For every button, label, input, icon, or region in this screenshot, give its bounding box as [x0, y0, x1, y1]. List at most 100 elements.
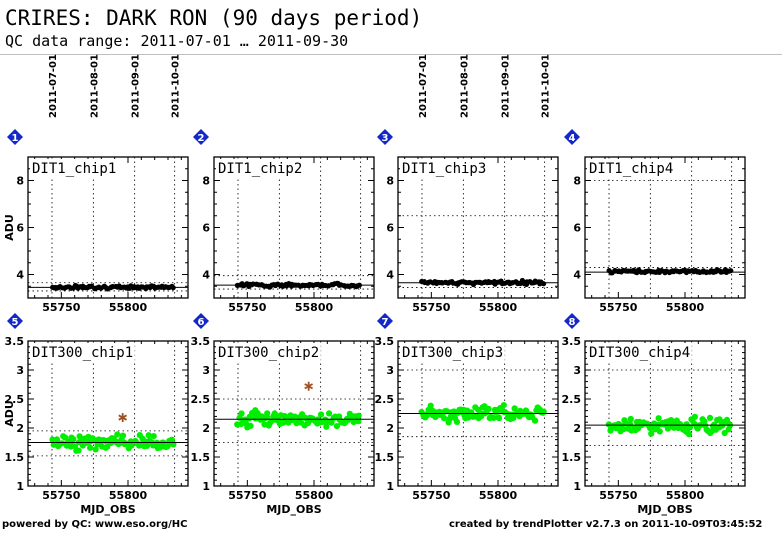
panel-title: DIT300_chip4: [589, 345, 690, 361]
data-point: [70, 436, 77, 443]
panel-title-bg: [400, 159, 488, 177]
panel-badge-icon[interactable]: [377, 313, 393, 329]
data-point: [685, 431, 693, 438]
data-point: [92, 446, 99, 453]
x-axis-label: MJD_OBS: [80, 503, 135, 516]
y-tick-label: 3.5: [5, 335, 25, 348]
panel-badge-number: 5: [12, 317, 19, 328]
y-tick-label: 8: [202, 175, 210, 188]
data-point: [355, 412, 362, 419]
panel-frame: [584, 156, 746, 299]
data-point: [648, 430, 655, 437]
panel-title-bg: [400, 343, 505, 361]
footer-powered-by: powered by QC: www.eso.org/HC: [2, 519, 188, 530]
panel-5: 5 55750 55800 1 1.5 2 2.5 3 3.5 DIT300_chip1 ADU MJ…: [3, 313, 189, 516]
date-tick-label: 2011-08-01: [89, 54, 100, 118]
panel-8: 8 55750 55800 1 1.5 2 2.5 3 3.5 DIT300_chip4 MJD_O…: [562, 313, 746, 516]
date-tick-label: 2011-10-01: [541, 54, 552, 118]
y-axis-label: ADU: [3, 400, 16, 427]
data-point: [721, 429, 728, 437]
x-tick-label: 55800: [479, 301, 518, 314]
panel-badge-icon[interactable]: [193, 313, 209, 329]
data-point: [427, 402, 434, 409]
data-point: [333, 423, 340, 430]
y-tick-label: 6: [16, 222, 24, 235]
data-point: [168, 436, 175, 443]
date-tick-label: 2011-10-01: [171, 54, 182, 118]
panel-frame: [397, 156, 559, 299]
y-tick-label: 6: [573, 222, 581, 235]
panel-badge-icon[interactable]: [377, 129, 393, 145]
y-tick-label: 3: [573, 364, 581, 377]
panel-title: DIT1_chip1: [32, 161, 116, 177]
y-tick-label: 3.5: [562, 335, 582, 348]
data-point: [531, 417, 539, 424]
y-tick-label: 8: [386, 175, 394, 188]
y-tick-label: 6: [386, 222, 394, 235]
date-tick-label: 2011-07-01: [48, 54, 59, 118]
panel-badge-icon[interactable]: [193, 129, 209, 145]
data-point: [318, 411, 325, 418]
panel-badge-icon[interactable]: [7, 313, 23, 329]
x-tick-label: 55800: [295, 301, 334, 314]
x-tick-label: 55800: [109, 489, 148, 502]
data-point: [510, 415, 517, 422]
y-tick-label: 1.5: [191, 451, 211, 464]
y-tick-label: 4: [16, 269, 24, 282]
y-tick-label: 1: [202, 480, 210, 493]
data-point: [686, 424, 694, 431]
panel-title: DIT1_chip3: [402, 161, 486, 177]
outlier-star-icon: [118, 413, 128, 423]
panel-badge-number: 8: [569, 317, 576, 328]
x-tick-label: 55800: [109, 301, 148, 314]
data-point: [627, 415, 634, 423]
data-point: [326, 410, 333, 417]
data-point: [441, 415, 448, 422]
y-tick-label: 3: [202, 364, 210, 377]
data-point: [62, 434, 69, 441]
y-tick-label: 2.5: [562, 393, 582, 406]
y-tick-label: 2: [386, 422, 394, 435]
panel-badge-icon[interactable]: [564, 313, 580, 329]
x-tick-label: 55800: [666, 301, 705, 314]
panel-badge-number: 3: [382, 133, 389, 144]
data-point: [495, 415, 503, 422]
x-tick-label: 55750: [599, 489, 638, 502]
x-tick-label: 55800: [295, 489, 334, 502]
y-tick-label: 2: [573, 422, 581, 435]
y-axis-label: ADU: [3, 214, 16, 241]
x-axis-label: MJD_OBS: [637, 503, 692, 516]
y-tick-label: 3.5: [375, 335, 395, 348]
outlier-star-stroke: [118, 414, 128, 421]
data-point: [238, 410, 245, 417]
x-tick-label: 55800: [666, 489, 705, 502]
panel-title-bg: [30, 159, 118, 177]
y-tick-label: 3: [386, 364, 394, 377]
panel-badge-icon[interactable]: [564, 129, 580, 145]
date-tick-label: 2011-08-01: [459, 54, 470, 118]
page-subtitle: QC data range: 2011-07-01 … 2011-09-30: [5, 32, 349, 50]
panel-title: DIT1_chip4: [589, 161, 673, 177]
panel-3: 3 55750 55800 4 6 8 DIT1_chip3 2011-07-01 2011-0…: [377, 54, 559, 314]
panel-title-bg: [587, 159, 675, 177]
panel-title-bg: [587, 343, 692, 361]
panel-badge-icon[interactable]: [7, 129, 23, 145]
panel-title-bg: [30, 343, 135, 361]
y-tick-label: 8: [16, 175, 24, 188]
data-point: [656, 428, 663, 435]
y-tick-label: 6: [202, 222, 210, 235]
title-divider: [0, 54, 782, 55]
page-title: CRIRES: DARK RON (90 days period): [5, 6, 423, 30]
y-tick-label: 2.5: [191, 393, 211, 406]
data-point: [655, 415, 662, 422]
y-tick-label: 2.5: [375, 393, 395, 406]
y-tick-label: 1: [573, 480, 581, 493]
data-point: [668, 418, 675, 425]
data-point: [145, 432, 152, 439]
y-tick-label: 8: [573, 175, 581, 188]
panel-1: 1 55750 55800 4 6 8 DIT1_chip1 ADU 2011-07-01 201…: [3, 54, 189, 314]
panel-frame: [27, 156, 189, 299]
y-tick-label: 4: [386, 269, 394, 282]
panel-7: 7 55750 55800 1 1.5 2 2.5 3 3.5 DIT300_chip3: [375, 313, 559, 502]
